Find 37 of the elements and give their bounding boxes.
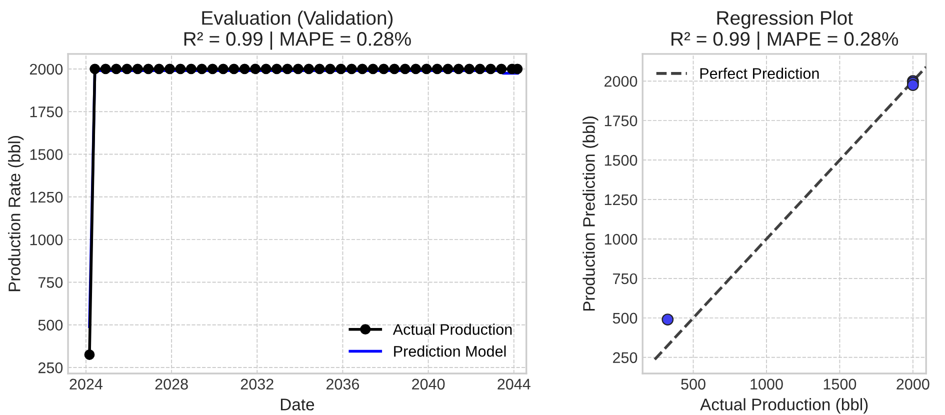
y-tick-label: 1000 xyxy=(604,234,638,245)
chart-title: Regression Plot R² = 0.99 | MAPE = 0.28% xyxy=(672,10,898,50)
y-tick-label: 2000 xyxy=(604,76,638,87)
x-tick-label: 1500 xyxy=(824,378,856,390)
y-tick-label: 2000 xyxy=(30,64,63,75)
x-tick-label: 2024 xyxy=(70,378,103,390)
y-tick-label: 750 xyxy=(613,273,638,284)
x-tick-label: 2000 xyxy=(896,378,930,390)
point xyxy=(906,79,919,91)
point xyxy=(662,314,674,326)
y-tick-label: 1250 xyxy=(604,194,638,206)
x-tick-label: 500 xyxy=(681,378,706,390)
y-tick-label: 1000 xyxy=(30,234,63,246)
y-tick-label: 1500 xyxy=(30,149,63,160)
legend-label: Perfect Prediction xyxy=(700,68,819,79)
x-tick-label: 1000 xyxy=(750,378,783,390)
x-tick-label: 2040 xyxy=(412,378,445,390)
x-tick-label: 2028 xyxy=(155,378,188,390)
y-tick-label: 750 xyxy=(38,277,63,288)
y-tick-label: 250 xyxy=(613,352,638,364)
y-tick-label: 1750 xyxy=(30,106,63,118)
y-axis-title: Production Rate (bbl) xyxy=(8,136,24,292)
x-tick-label: 2044 xyxy=(498,378,530,390)
x-tick-label: 2036 xyxy=(326,378,360,390)
y-tick-label: 250 xyxy=(38,362,63,374)
y-tick-label: 1500 xyxy=(604,154,638,166)
y-axis-title: Production Prediction (bbl) xyxy=(582,116,598,311)
legend-label: Prediction Model xyxy=(394,346,506,357)
chart-title: Evaluation (Validation) R² = 0.99 | MAPE = 0.28% xyxy=(184,10,411,50)
y-tick-label: 1250 xyxy=(30,192,63,203)
y-tick-label: 1750 xyxy=(604,115,638,126)
x-axis-title: Date xyxy=(280,398,314,410)
x-axis-title: Actual Production (bbl) xyxy=(700,398,868,414)
x-tick-label: 2032 xyxy=(240,378,274,390)
legend-label: Actual Production xyxy=(392,324,512,335)
y-tick-label: 500 xyxy=(612,312,638,324)
y-tick-label: 500 xyxy=(38,320,63,331)
